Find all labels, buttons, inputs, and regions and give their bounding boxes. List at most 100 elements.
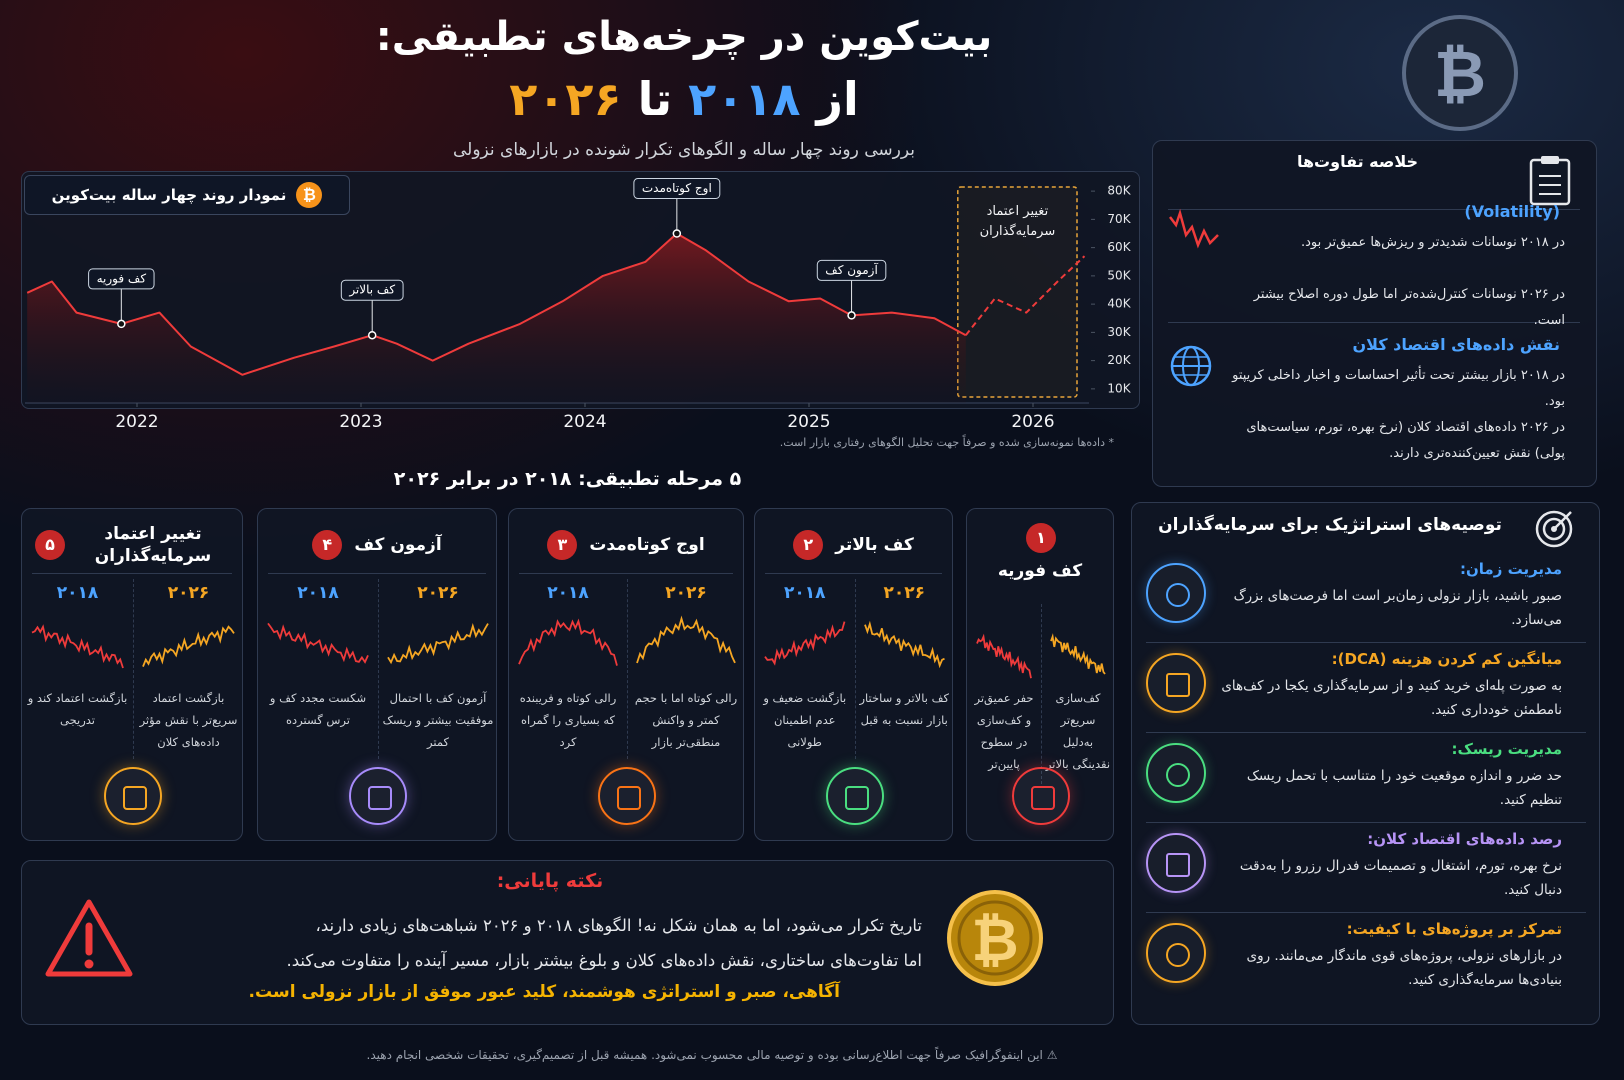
line <box>26 232 967 376</box>
annotation-label: آزمون کف <box>825 262 878 278</box>
sparkline <box>518 618 618 666</box>
recommendation-icon <box>1146 743 1206 803</box>
x-tick-label: 2022 <box>115 412 158 432</box>
annotation-point <box>672 229 682 238</box>
stage-header: ۴ آزمون کف <box>264 521 490 569</box>
title-word: از <box>816 72 859 126</box>
column-divider <box>133 579 134 759</box>
summary-line: در ۲۰۲۶ داده‌های اقتصاد کلان (نرخ بهره، … <box>1246 420 1565 461</box>
stage-title: کف فوریه <box>997 561 1083 581</box>
sparkline-path <box>764 621 846 666</box>
stage-text-2018: رالی کوتاه و فریبنده که بسیاری را گمراه … <box>519 691 617 749</box>
sparkline <box>1050 633 1106 675</box>
svg-text:₿: ₿ <box>1434 38 1486 112</box>
divider <box>1146 912 1586 913</box>
icon-glyph <box>1166 763 1190 787</box>
divider <box>765 573 942 574</box>
stage-icon <box>104 767 162 825</box>
year-label: ۲۰۱۸ <box>297 583 339 603</box>
sparkline-path <box>387 622 489 665</box>
recommendation-text: به صورت پله‌ای خرید کنید و از سرمایه‌گذا… <box>1221 678 1562 718</box>
y-tick-label: 60K <box>1107 240 1131 254</box>
sparkline-path <box>863 620 945 669</box>
annotation: آزمون کف <box>816 259 887 281</box>
sparkline-path <box>636 615 736 664</box>
y-tick-label: 70K <box>1107 212 1131 226</box>
annotation: کف بالاتر <box>340 279 404 301</box>
annotation: اوج کوتاه‌مدت <box>633 178 721 199</box>
annotation-box <box>88 268 155 290</box>
sparkline <box>764 621 846 666</box>
sparkline <box>976 633 1032 679</box>
icon-glyph <box>844 786 869 810</box>
icon-glyph <box>1166 673 1190 697</box>
icon-glyph <box>1031 786 1055 810</box>
stage-text-2018: بازگشت ضعیف و عدم اطمینان طولانی <box>763 691 847 749</box>
x-tick-label: 2023 <box>339 412 382 432</box>
stage-card: ۱ کف فوریه حفر عمیق‌تر و کف‌سازی در سطوح پ… <box>966 508 1114 841</box>
stage-title: آزمون کف <box>354 535 442 555</box>
disclaimer-text: این اینفوگرافیک صرفاً جهت اطلاع‌رسانی بو… <box>366 1048 1043 1062</box>
recommendations-panel <box>1131 502 1600 1025</box>
sparkline <box>31 624 124 669</box>
sparkline-path <box>518 618 618 666</box>
stage-number: ۴ <box>312 530 343 560</box>
clipboard-icon <box>1529 156 1571 206</box>
divider <box>1168 322 1580 323</box>
sparkline-path <box>142 625 235 667</box>
annotation-box <box>340 279 404 301</box>
year-label: ۲۰۲۶ <box>417 583 459 603</box>
sparkline-path <box>31 624 124 669</box>
warning-mark: ⚠ <box>1042 1048 1058 1062</box>
stage-text-2018: حفر عمیق‌تر و کف‌سازی در سطوح پایین‌تر <box>974 691 1034 771</box>
chart-title: نمودار روند چهار ساله بیت‌کوین <box>51 186 287 204</box>
icon-glyph <box>1166 583 1190 607</box>
divider <box>1146 642 1586 643</box>
bitcoin-icon: ₿ <box>296 182 323 208</box>
year-label: ۲۰۲۶ <box>883 583 925 603</box>
recommendation-title: تمرکز بر پروژه‌های با کیفیت: <box>1346 920 1562 938</box>
stage-icon <box>825 767 884 825</box>
sparkline <box>863 620 945 669</box>
column-divider <box>627 579 628 759</box>
annotation-point <box>117 319 126 329</box>
stage-text-2026: کف بالاتر و ساختار بازار نسبت به قبل <box>859 691 949 727</box>
divider <box>32 573 232 574</box>
column-divider <box>1041 604 1042 784</box>
x-tick-label: 2026 <box>1011 412 1054 432</box>
summary-line: در ۲۰۱۸ نوسانات شدیدتر و ریزش‌ها عمیق‌تر… <box>1300 235 1565 250</box>
stage-icon <box>1012 767 1070 825</box>
divider <box>268 573 486 574</box>
divider <box>1146 822 1586 823</box>
projection-label: تغییر اعتماد <box>987 204 1049 219</box>
sparkline-path <box>1050 633 1106 675</box>
recommendation-title: رصد داده‌های اقتصاد کلان: <box>1367 830 1562 848</box>
bitcoin-emblem: ₿ <box>1402 15 1518 131</box>
y-tick-label: 40K <box>1107 297 1131 311</box>
recommendations-title: توصیه‌های استراتژیک برای سرمایه‌گذاران <box>1158 515 1502 535</box>
final-note-panel <box>21 860 1114 1025</box>
sparkline-path <box>267 622 369 664</box>
divider <box>1146 732 1586 733</box>
x-tick-label: 2024 <box>563 412 606 432</box>
x-tick-label: 2025 <box>787 412 830 432</box>
annotation-box <box>816 259 887 281</box>
y-tick-label: 30K <box>1107 325 1131 339</box>
title: بیت‌کوین در چرخه‌های تطبیقی: <box>375 14 993 60</box>
stage-number: ۳ <box>547 530 578 560</box>
stage-card: ۴ آزمون کف ۲۰۱۸ ۲۰۲۶ شکست مجدد کف و ترس گستر… <box>257 508 497 841</box>
icon-glyph <box>617 786 641 810</box>
stage-text-2026: کف‌سازی سریع‌تر به‌دلیل نقدینگی بالاتر <box>1045 691 1111 771</box>
line <box>965 255 1086 336</box>
stage-text-2026: آزمون کف با احتمال موفقیت بیشتر و ریسک ک… <box>382 691 494 749</box>
stage-text-2026: رالی کوتاه اما با حجم کمتر و واکنش منطقی… <box>634 691 738 749</box>
stage-title: اوج کوتاه‌مدت <box>589 535 705 555</box>
final-note-line: تاریخ تکرار می‌شود، اما به همان شکل نه! … <box>315 916 923 935</box>
sparkline <box>267 622 369 664</box>
icon-glyph <box>368 786 392 810</box>
projection-label: سرمایه‌گذاران <box>980 223 1056 239</box>
icon-glyph <box>123 786 147 810</box>
divider <box>1168 209 1580 210</box>
globe-icon <box>1170 345 1212 387</box>
